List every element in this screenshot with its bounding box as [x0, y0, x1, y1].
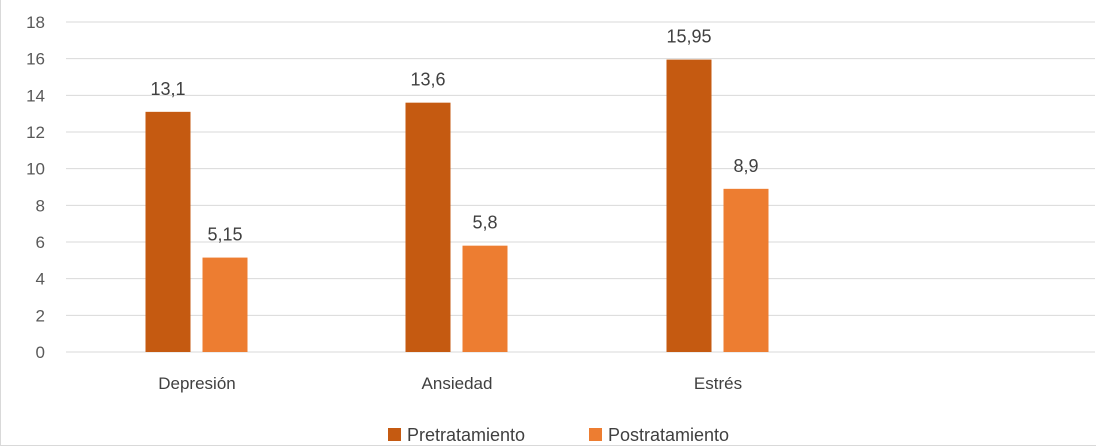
y-tick-label: 6: [36, 233, 45, 252]
bars: [145, 59, 769, 353]
data-label: 5,8: [472, 213, 497, 233]
y-tick-label: 2: [36, 306, 45, 325]
category-label: Depresión: [158, 374, 236, 393]
y-tick-label: 12: [26, 123, 45, 142]
category-label: Ansiedad: [422, 374, 493, 393]
bar-postratamiento: [723, 188, 769, 352]
y-tick-label: 14: [26, 86, 45, 105]
data-label: 8,9: [733, 156, 758, 176]
y-tick-label: 4: [36, 270, 45, 289]
legend-label: Postratamiento: [608, 425, 729, 445]
y-axis-ticks: 0 2 4 6 8 10 12 14 16 18: [26, 13, 45, 362]
bar-postratamiento: [462, 245, 508, 352]
bar-pretratamiento: [405, 102, 451, 353]
bar-postratamiento: [202, 257, 248, 352]
y-tick-label: 18: [26, 13, 45, 32]
y-tick-label: 16: [26, 50, 45, 69]
data-label: 5,15: [207, 225, 242, 245]
data-label: 13,6: [410, 70, 445, 90]
bar-pretratamiento: [666, 59, 712, 352]
y-tick-label: 0: [36, 343, 45, 362]
data-label: 15,95: [666, 27, 711, 47]
legend-swatch: [589, 428, 602, 441]
category-label: Estrés: [694, 374, 742, 393]
y-tick-label: 10: [26, 160, 45, 179]
legend-swatch: [388, 428, 401, 441]
data-label: 13,1: [150, 79, 185, 99]
bar-pretratamiento: [145, 111, 191, 352]
y-tick-label: 8: [36, 196, 45, 215]
legend: Pretratamiento Postratamiento: [388, 425, 729, 445]
x-axis-categories: Depresión Ansiedad Estrés: [158, 374, 742, 393]
legend-label: Pretratamiento: [407, 425, 525, 445]
data-labels: 13,1 5,15 13,6 5,8 15,95 8,9: [150, 27, 758, 245]
